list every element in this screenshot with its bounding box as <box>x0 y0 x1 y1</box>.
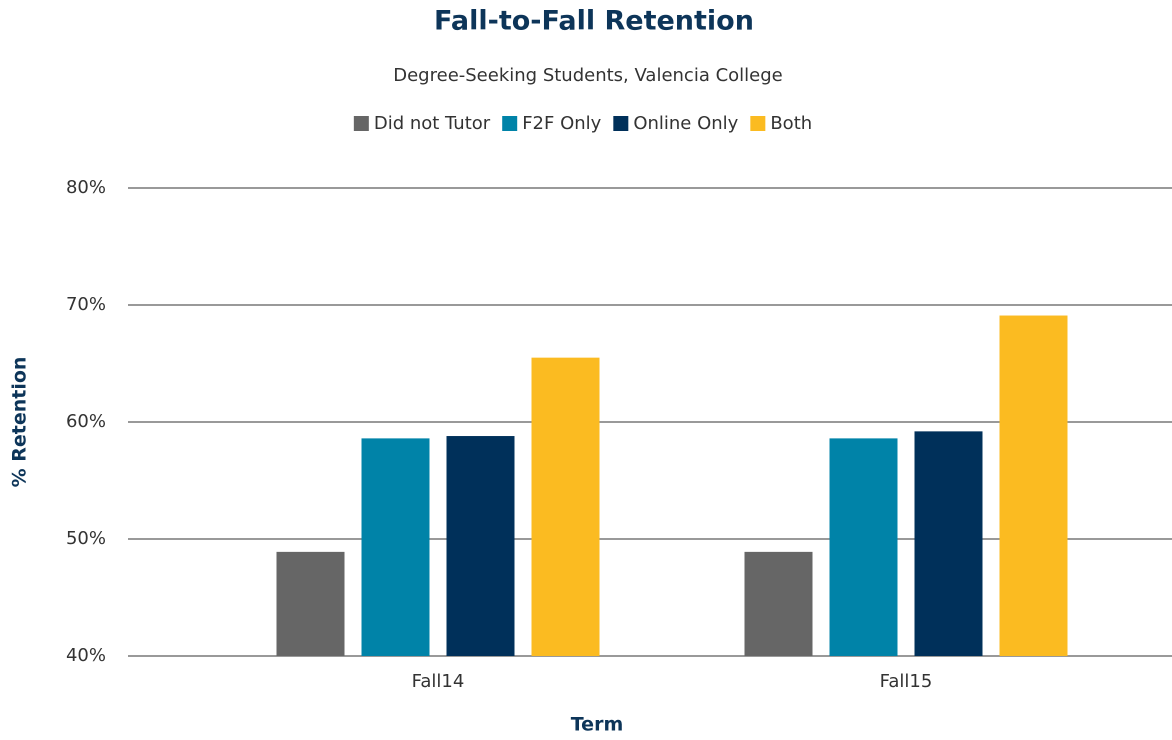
bar <box>744 551 813 656</box>
bar <box>361 438 430 656</box>
y-tick-label: 60% <box>66 411 106 432</box>
legend-swatch <box>750 116 766 131</box>
legend-swatch <box>353 116 369 131</box>
bar <box>829 438 898 656</box>
legend-swatch <box>613 116 629 131</box>
x-axis-title: Term <box>571 714 624 736</box>
legend-label: Did not Tutor <box>374 113 491 134</box>
x-tick-label: Fall14 <box>412 671 465 692</box>
y-axis-title: % Retention <box>9 357 31 488</box>
bar <box>999 315 1068 656</box>
y-tick-label: 70% <box>66 294 106 315</box>
bar <box>446 436 515 656</box>
bar <box>914 431 983 656</box>
legend-swatch <box>502 116 518 131</box>
legend-label: Both <box>770 113 812 134</box>
legend-label: Online Only <box>633 113 738 134</box>
bar <box>531 357 600 656</box>
y-tick-label: 40% <box>66 645 106 666</box>
y-tick-label: 80% <box>66 177 106 198</box>
x-tick-label: Fall15 <box>880 671 933 692</box>
chart-title: Fall-to-Fall Retention <box>434 6 754 37</box>
legend-label: F2F Only <box>522 113 601 134</box>
bar <box>276 551 345 656</box>
chart-subtitle: Degree-Seeking Students, Valencia Colleg… <box>393 65 782 86</box>
legend: Did not Tutor F2F Only Online Only Both <box>353 113 812 134</box>
y-tick-label: 50% <box>66 528 106 549</box>
